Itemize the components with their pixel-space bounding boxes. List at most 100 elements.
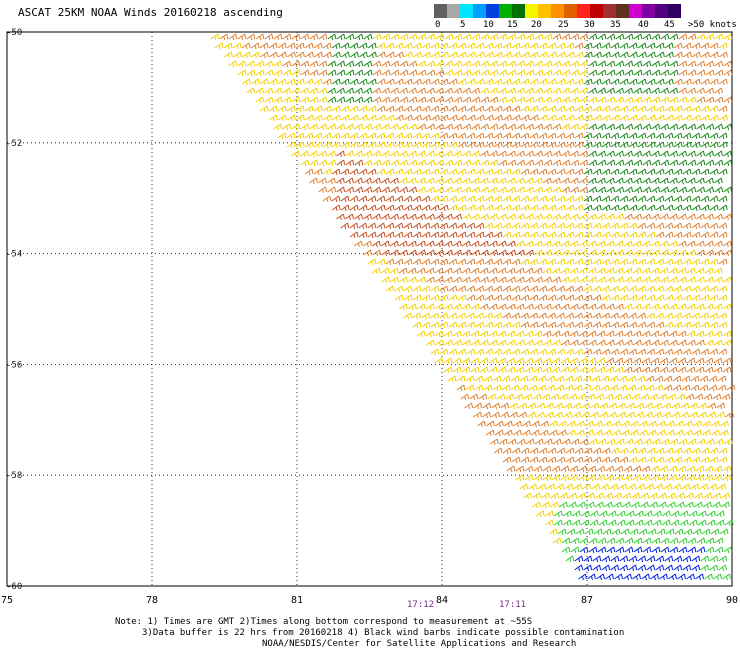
wind-barb-glyph [453, 123, 463, 131]
wind-barb [691, 258, 701, 266]
wind-barb-glyph [475, 321, 485, 329]
wind-barb [430, 204, 440, 212]
wind-barb-glyph [664, 42, 674, 50]
wind-barb [336, 87, 345, 95]
wind-barb-glyph [642, 69, 652, 77]
wind-barb [581, 411, 590, 419]
wind-barb [579, 339, 588, 347]
wind-barb [622, 492, 631, 500]
wind-barb [448, 222, 458, 230]
colorbar-swatch [486, 4, 499, 18]
wind-barb-glyph [662, 411, 671, 419]
wind-barb [678, 546, 688, 554]
wind-barb-glyph [714, 546, 724, 554]
wind-barb-glyph [551, 357, 561, 365]
wind-barb [695, 474, 705, 482]
wind-barb-glyph [511, 141, 521, 149]
wind-barb [601, 312, 611, 320]
wind-barb-glyph [633, 213, 642, 221]
wind-barb [723, 249, 733, 257]
wind-barb [300, 123, 310, 131]
wind-barb-glyph [692, 429, 702, 437]
wind-barb [421, 132, 431, 140]
wind-barb [514, 393, 524, 401]
wind-barb-glyph [641, 240, 651, 248]
wind-barb-glyph [520, 204, 530, 212]
wind-barb [596, 240, 606, 248]
wind-barb-glyph [426, 96, 436, 104]
wind-barb [565, 141, 575, 149]
wind-barb-glyph [655, 78, 665, 86]
wind-barb [547, 42, 557, 50]
wind-barb-glyph [452, 357, 462, 365]
wind-barb [556, 204, 566, 212]
wind-barb-glyph [421, 195, 431, 203]
wind-barb-glyph [724, 519, 734, 527]
wind-barb-glyph [718, 141, 728, 149]
wind-barb-glyph [714, 96, 724, 104]
wind-barb [633, 159, 643, 167]
wind-barb-glyph [484, 42, 494, 50]
wind-barb-glyph [537, 483, 547, 491]
wind-barb [547, 132, 557, 140]
wind-barb [214, 42, 224, 50]
wind-barb [574, 168, 584, 176]
wind-barb-glyph [566, 528, 576, 536]
wind-barb [579, 69, 589, 77]
wind-barb-glyph [661, 519, 671, 527]
wind-barb [637, 222, 647, 230]
wind-barb [642, 150, 651, 158]
wind-barb-glyph [652, 510, 662, 518]
wind-barb-glyph [525, 96, 535, 104]
wind-barb-glyph [475, 141, 485, 149]
wind-barb-glyph [534, 177, 543, 185]
wind-barb [569, 303, 579, 311]
wind-barb [664, 78, 674, 86]
wind-barb [489, 69, 499, 77]
wind-barb-glyph [590, 411, 599, 419]
wind-barb [723, 33, 733, 41]
wind-barb-glyph [504, 420, 513, 428]
wind-barb-glyph [669, 33, 679, 41]
wind-barb-glyph [403, 195, 413, 203]
wind-barb-glyph [354, 159, 364, 167]
wind-barb-glyph [691, 348, 701, 356]
wind-barb [435, 177, 444, 185]
wind-barb-glyph [426, 159, 436, 167]
wind-barb-glyph [461, 267, 471, 275]
wind-barb-glyph [610, 195, 620, 203]
wind-barb [548, 51, 557, 59]
wind-barb [583, 312, 593, 320]
wind-barb [569, 465, 579, 473]
wind-barb [327, 96, 337, 104]
wind-barb-glyph [619, 42, 629, 50]
wind-barb-glyph [631, 501, 640, 509]
wind-barb [724, 519, 734, 527]
wind-barb [533, 303, 543, 311]
wind-barb [543, 213, 552, 221]
wind-barb [309, 60, 319, 68]
wind-barb [542, 357, 552, 365]
wind-barb [380, 267, 390, 275]
wind-barb-glyph [525, 438, 535, 446]
wind-barb-glyph [606, 177, 615, 185]
wind-barb [714, 249, 724, 257]
wind-barb-glyph [318, 60, 328, 68]
wind-barb-glyph [605, 303, 615, 311]
wind-barb-glyph [686, 465, 696, 473]
wind-barb-glyph [502, 132, 512, 140]
wind-barb [417, 150, 426, 158]
wind-barb [610, 564, 620, 572]
wind-barb-glyph [580, 510, 590, 518]
wind-barb [650, 573, 659, 581]
wind-barb-glyph [565, 222, 575, 230]
wind-barb-glyph [691, 456, 701, 464]
wind-barb [659, 465, 669, 473]
wind-barb-glyph [597, 96, 607, 104]
wind-barb [363, 60, 373, 68]
wind-barb [593, 114, 602, 122]
wind-barb-glyph [542, 267, 552, 275]
wind-barb [484, 168, 494, 176]
wind-barb [435, 249, 445, 257]
wind-barb [475, 78, 485, 86]
